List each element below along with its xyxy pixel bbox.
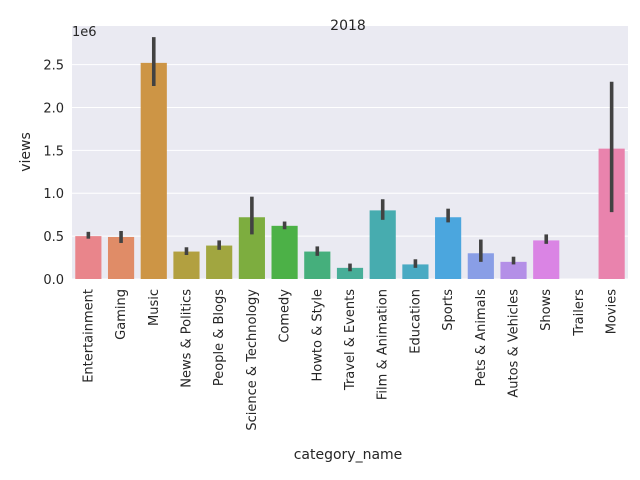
x-tick-label: Entertainment <box>81 289 96 383</box>
x-tick-label: Film & Animation <box>376 289 391 400</box>
y-axis-label: views <box>18 132 34 172</box>
x-tick-label: Music <box>147 289 162 326</box>
x-tick-label: News & Politics <box>179 289 194 388</box>
chart-title: 2018 <box>330 18 366 34</box>
x-tick-label: Travel & Events <box>343 289 358 391</box>
x-tick-label: Howto & Style <box>310 289 325 381</box>
bar <box>107 236 135 279</box>
x-tick-label: Autos & Vehicles <box>507 289 522 398</box>
x-tick-label: Comedy <box>278 289 293 343</box>
x-tick-label: Sports <box>441 289 456 331</box>
y-offset-label: 1e6 <box>72 25 97 40</box>
bar <box>336 267 364 279</box>
bar <box>533 240 560 279</box>
x-tick-label: Science & Technology <box>245 289 260 431</box>
x-tick-label: Trailers <box>572 289 587 337</box>
bar <box>206 245 233 279</box>
x-tick-label: Movies <box>605 289 620 334</box>
x-tick-label: Pets & Animals <box>474 289 489 387</box>
bar <box>173 251 200 279</box>
y-tick-label: 2.0 <box>43 101 64 116</box>
bar <box>75 236 102 279</box>
y-tick-label: 0.0 <box>43 273 64 288</box>
y-tick-label: 1.5 <box>43 144 64 159</box>
y-tick-label: 2.5 <box>43 59 64 74</box>
y-tick-label: 0.5 <box>43 230 64 245</box>
bar <box>140 62 167 280</box>
y-tick-labels: 0.0 0.5 1.0 1.5 2.0 2.5 <box>43 59 64 288</box>
bar <box>271 225 298 279</box>
y-tick-label: 1.0 <box>43 187 64 202</box>
x-tick-label: People & Blogs <box>212 289 227 386</box>
x-tick-label: Education <box>408 289 423 354</box>
x-axis-label: category_name <box>294 447 403 463</box>
bar <box>304 251 331 279</box>
bar <box>369 210 396 279</box>
bar <box>500 261 527 279</box>
bar <box>402 264 429 279</box>
x-tick-labels: Entertainment Gaming Music News & Politics P… <box>81 289 619 431</box>
x-tick-label: Shows <box>539 289 554 331</box>
x-tick-label: Gaming <box>114 289 129 340</box>
bars <box>75 62 625 280</box>
bar <box>435 217 462 279</box>
error-bars <box>86 37 614 272</box>
